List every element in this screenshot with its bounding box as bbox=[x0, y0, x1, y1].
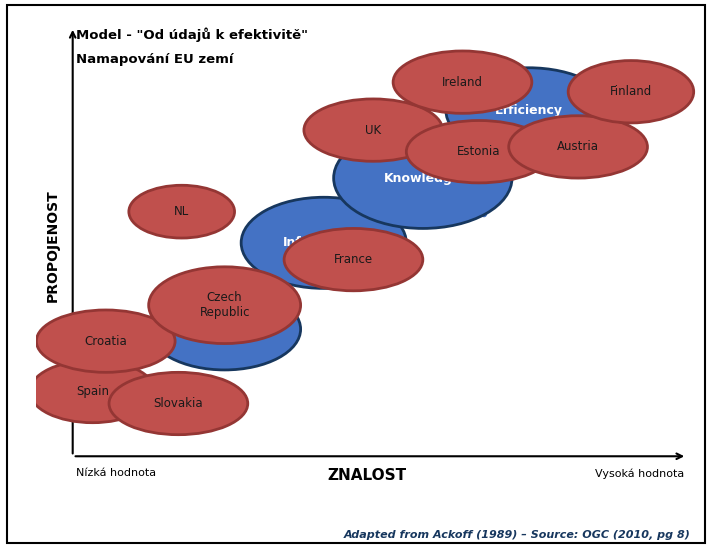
Text: Vysoká hodnota: Vysoká hodnota bbox=[595, 468, 684, 479]
Text: NL: NL bbox=[174, 205, 189, 218]
Text: France: France bbox=[334, 253, 373, 266]
Text: Adapted from Ackoff (1989) – Source: OGC (2010, pg 8): Adapted from Ackoff (1989) – Source: OGC… bbox=[344, 530, 691, 540]
Ellipse shape bbox=[129, 185, 234, 238]
Ellipse shape bbox=[284, 229, 423, 291]
Ellipse shape bbox=[407, 121, 552, 183]
Ellipse shape bbox=[109, 372, 248, 435]
Text: Efficiency: Efficiency bbox=[495, 105, 562, 117]
Text: UK: UK bbox=[365, 124, 382, 136]
Text: Model - "Od údajů k efektivitě": Model - "Od údajů k efektivitě" bbox=[76, 27, 308, 42]
Text: ZNALOST: ZNALOST bbox=[327, 468, 407, 483]
Ellipse shape bbox=[393, 51, 532, 113]
Text: Slovakia: Slovakia bbox=[154, 397, 203, 410]
Text: Estonia: Estonia bbox=[457, 145, 501, 158]
Ellipse shape bbox=[149, 288, 300, 370]
Text: Ireland: Ireland bbox=[442, 76, 483, 89]
Text: Nízká hodnota: Nízká hodnota bbox=[76, 468, 156, 478]
Text: Knowledge: Knowledge bbox=[384, 172, 461, 185]
Ellipse shape bbox=[36, 310, 175, 372]
Ellipse shape bbox=[446, 68, 611, 154]
Text: Croatia: Croatia bbox=[84, 335, 127, 347]
Text: Namapování EU zemí: Namapování EU zemí bbox=[76, 53, 234, 66]
Text: Finland: Finland bbox=[609, 85, 652, 98]
Ellipse shape bbox=[149, 267, 300, 344]
Text: PROPOJENOST: PROPOJENOST bbox=[46, 189, 60, 301]
Text: Czech
Republic: Czech Republic bbox=[199, 291, 250, 319]
Text: Spain: Spain bbox=[76, 385, 109, 398]
Ellipse shape bbox=[304, 99, 443, 161]
Text: Data: Data bbox=[208, 323, 241, 336]
Text: Austria: Austria bbox=[557, 140, 599, 153]
Ellipse shape bbox=[334, 128, 512, 229]
Text: Information: Information bbox=[283, 236, 365, 249]
Ellipse shape bbox=[241, 197, 407, 288]
Ellipse shape bbox=[30, 361, 155, 423]
Ellipse shape bbox=[568, 61, 693, 123]
Ellipse shape bbox=[508, 116, 647, 178]
